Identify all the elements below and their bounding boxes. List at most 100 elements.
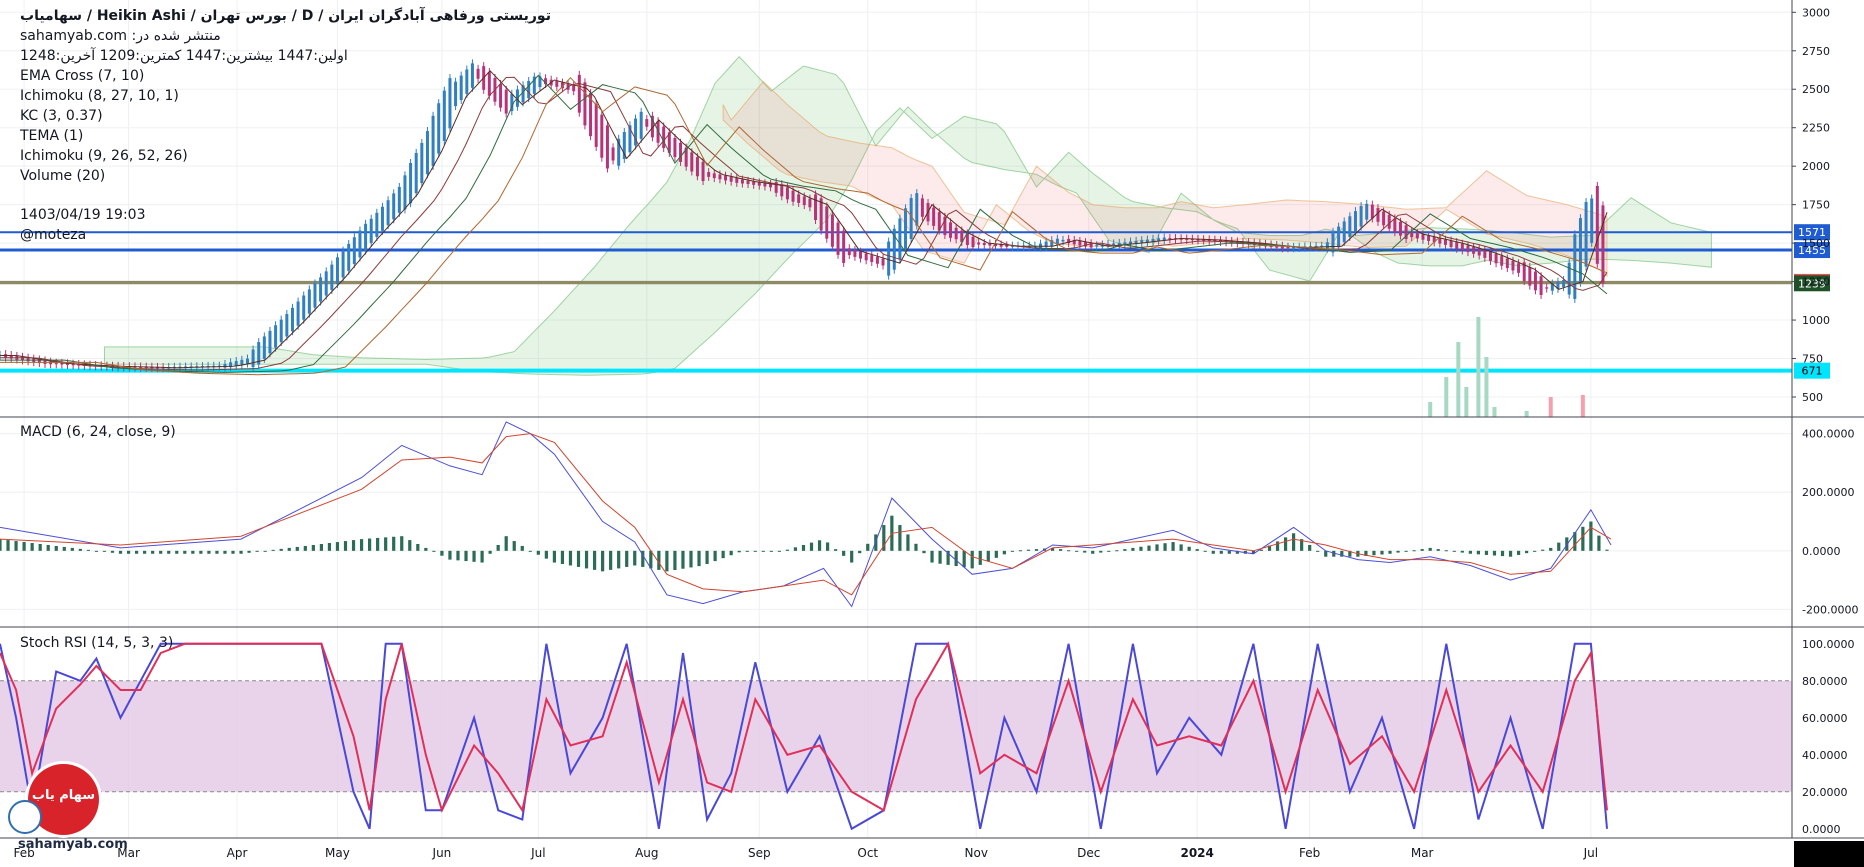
legend-tema[interactable]: TEMA (1)	[20, 128, 84, 144]
macd-histogram-bar	[1364, 550, 1368, 556]
macd-histogram-bar	[311, 544, 315, 551]
price-level-badge	[1794, 224, 1830, 241]
macd-histogram-bar	[62, 546, 66, 551]
candle-body	[1528, 266, 1532, 286]
x-tick-label: Dec	[1077, 846, 1100, 860]
legend-ichimoku-2[interactable]: Ichimoku (9, 26, 52, 26)	[20, 148, 188, 164]
macd-histogram-bar	[424, 547, 428, 551]
candle-body	[9, 355, 13, 359]
candle-body	[1460, 243, 1464, 251]
macd-histogram-bar	[721, 550, 725, 559]
macd-histogram-bar	[713, 550, 717, 562]
macd-histogram-bar	[745, 550, 749, 552]
candle-body	[60, 363, 64, 365]
candle-body	[1410, 231, 1414, 238]
macd-histogram-bar	[456, 550, 460, 561]
macd-histogram-bar	[1050, 547, 1055, 551]
macd-histogram-bar	[1605, 549, 1609, 551]
candle-body	[392, 193, 396, 220]
macd-histogram-bar	[592, 550, 597, 570]
macd-histogram-bar	[970, 550, 974, 569]
y-tick-label: 2000	[1802, 160, 1830, 173]
y-tick-label: 0.0000	[1802, 545, 1841, 558]
candle-body	[870, 255, 874, 263]
candle-body	[1539, 276, 1543, 295]
candle-body	[1432, 237, 1436, 243]
macd-histogram-bar	[70, 547, 74, 551]
candle-body	[1168, 237, 1172, 240]
candle-body	[1455, 242, 1459, 249]
candle-body	[459, 75, 463, 100]
candle-body	[510, 93, 514, 112]
candle-body	[1129, 241, 1132, 245]
candle-body	[802, 196, 806, 206]
candle-body	[437, 103, 441, 154]
candle-body	[1145, 239, 1149, 243]
candle-body	[712, 173, 716, 179]
candle-body	[617, 138, 621, 166]
candle-body	[1061, 239, 1065, 242]
macd-histogram-bar	[1107, 550, 1111, 552]
candle-body	[965, 233, 969, 245]
macd-histogram-bar	[38, 543, 42, 551]
macd-histogram-bar	[568, 550, 573, 566]
macd-histogram-bar	[151, 550, 155, 554]
candle-body	[920, 198, 924, 217]
macd-histogram-bar	[223, 550, 227, 554]
candle-body	[1342, 221, 1346, 243]
macd-histogram-bar	[954, 550, 958, 567]
candle-body	[1337, 226, 1341, 248]
legend-ema-cross[interactable]: EMA Cross (7, 10)	[20, 68, 145, 84]
candle-body	[560, 82, 564, 89]
candle-body	[679, 142, 683, 162]
candle-body	[431, 115, 435, 167]
macd-histogram-bar	[617, 550, 621, 569]
candle-body	[1044, 241, 1048, 248]
macd-histogram-bar	[1147, 545, 1151, 551]
candle-body	[853, 249, 857, 257]
macd-histogram-bar	[1380, 550, 1384, 555]
candle-body	[932, 207, 936, 226]
macd-histogram-bar	[801, 544, 806, 551]
y-tick-label: 0.0000	[1802, 823, 1841, 836]
candle-body	[611, 147, 615, 161]
macd-histogram-bar	[512, 541, 516, 551]
candle-body	[763, 183, 767, 187]
candle-body	[937, 212, 941, 231]
candle-body	[1089, 243, 1093, 248]
candle-body	[982, 242, 986, 246]
macd-histogram-bar	[1589, 521, 1593, 551]
candle-body	[1404, 225, 1408, 240]
candle-body	[757, 182, 761, 186]
candle-body	[1522, 262, 1526, 281]
candle-body	[639, 111, 643, 139]
candle-body	[695, 157, 699, 177]
candle-body	[594, 103, 598, 147]
candle-body	[499, 83, 503, 108]
candle-body	[1213, 239, 1217, 242]
macd-histogram-bar	[335, 542, 340, 551]
macd-histogram-bar	[143, 550, 147, 554]
candle-body	[555, 81, 559, 87]
candle-body	[740, 179, 744, 184]
candle-body	[746, 180, 750, 185]
macd-histogram-bar	[368, 538, 372, 551]
stoch-rsi-title[interactable]: Stoch RSI (14, 5, 3, 3)	[20, 635, 174, 651]
y-tick-label: 100.0000	[1802, 638, 1855, 651]
legend-volume[interactable]: Volume (20)	[20, 168, 106, 184]
macd-title[interactable]: MACD (6, 24, close, 9)	[20, 424, 176, 440]
macd-histogram-bar	[1251, 550, 1256, 554]
y-tick-label: 750	[1802, 353, 1823, 366]
x-tick-label: Sep	[748, 846, 771, 860]
legend-ichimoku-1[interactable]: Ichimoku (8, 27, 10, 1)	[20, 88, 179, 104]
candle-body	[274, 325, 278, 348]
candle-body	[1387, 214, 1391, 229]
legend-kc[interactable]: KC (3, 0.37)	[20, 108, 103, 124]
candle-body	[397, 186, 401, 213]
candle-body	[1095, 245, 1099, 247]
published-on: منتشر شده در: sahamyab.com	[20, 28, 221, 44]
macd-histogram-bar	[263, 550, 267, 552]
candle-body	[1359, 205, 1363, 227]
candle-body	[1218, 240, 1222, 242]
